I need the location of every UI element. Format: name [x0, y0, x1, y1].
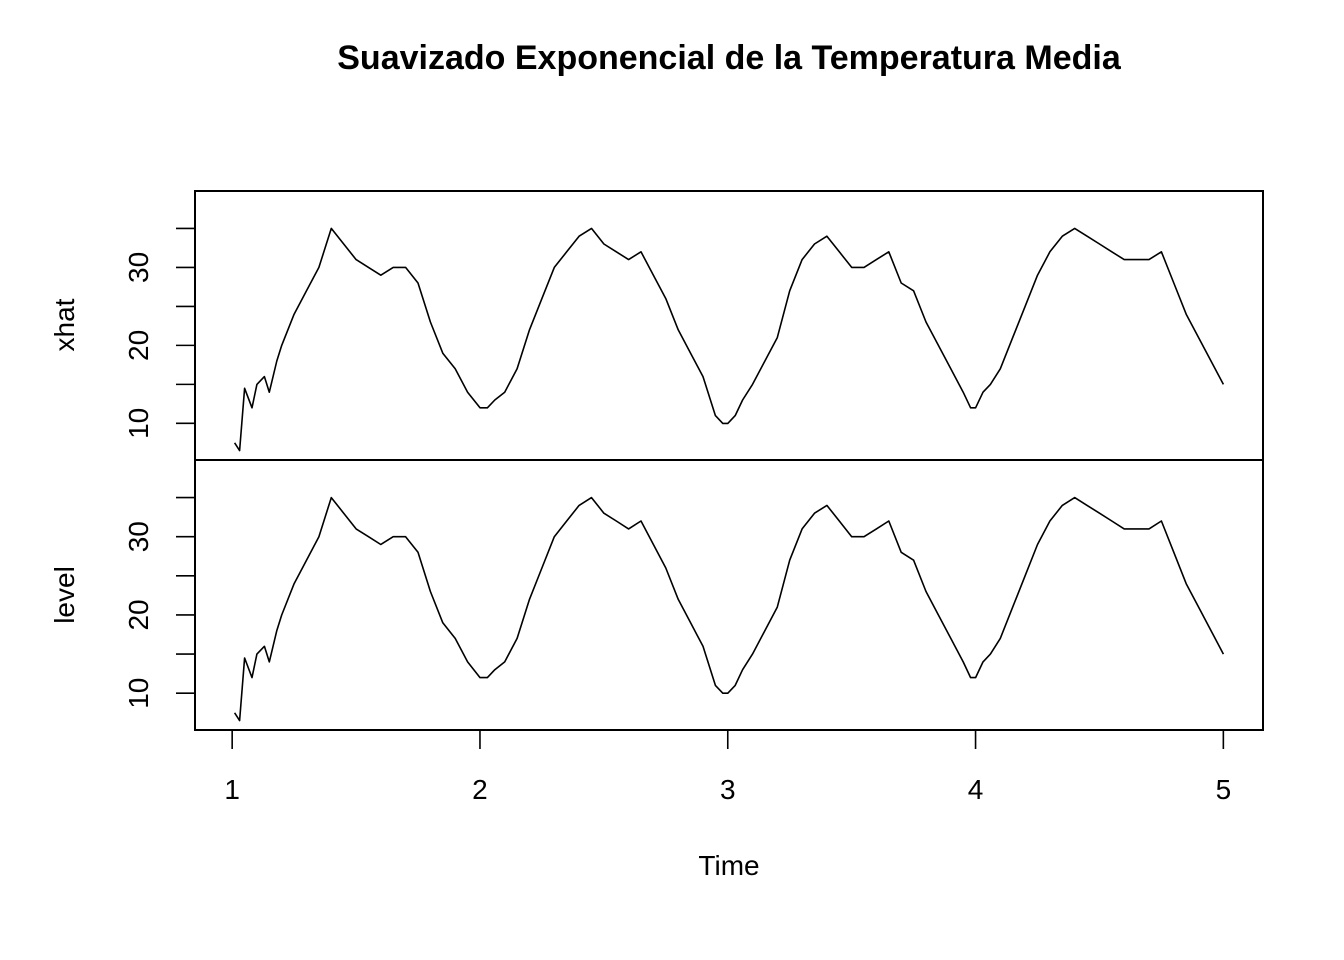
- panel-level: 10 20 30 level: [49, 459, 1264, 731]
- chart-title: Suavizado Exponencial de la Temperatura …: [337, 39, 1122, 77]
- y-tick-label: 30: [123, 521, 154, 552]
- y-axis-xhat: 10 20 30: [123, 227, 195, 439]
- x-tick-label: 2: [472, 774, 488, 805]
- y-tick-label: 20: [123, 599, 154, 630]
- y-axis-label-xhat: xhat: [49, 298, 80, 351]
- x-tick-label: 3: [720, 774, 736, 805]
- panel-xhat-frame: [194, 190, 1264, 461]
- y-tick-label: 20: [123, 330, 154, 361]
- panel-xhat: 10 20 30 xhat: [49, 190, 1264, 461]
- x-tick-label: 1: [224, 774, 240, 805]
- x-tick-label: 4: [968, 774, 984, 805]
- series-line-level: [233, 496, 1225, 722]
- x-tick-label: 5: [1216, 774, 1232, 805]
- y-axis-level: 10 20 30: [123, 496, 195, 709]
- x-axis: 1 2 3 4 5: [224, 729, 1232, 805]
- x-axis-label: Time: [698, 850, 759, 881]
- y-tick-label: 10: [123, 408, 154, 439]
- y-tick-label: 30: [123, 252, 154, 283]
- y-axis-label-level: level: [49, 566, 80, 624]
- series-line-xhat: [233, 227, 1225, 452]
- y-tick-label: 10: [123, 678, 154, 709]
- panel-level-frame: [194, 459, 1264, 731]
